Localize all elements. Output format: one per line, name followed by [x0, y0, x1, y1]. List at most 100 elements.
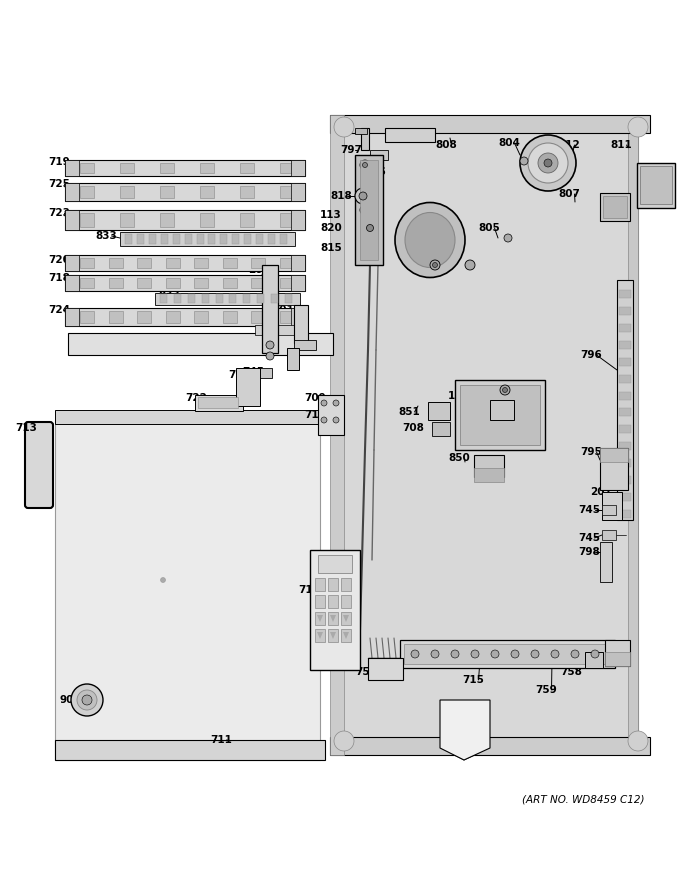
Bar — [619, 425, 631, 433]
Bar — [244, 234, 251, 244]
Bar — [195, 395, 243, 411]
Bar — [294, 340, 316, 350]
Polygon shape — [440, 700, 490, 760]
Bar — [602, 492, 622, 520]
Bar — [328, 578, 338, 591]
Bar — [328, 612, 338, 625]
Text: 724: 724 — [48, 305, 70, 315]
Text: 745: 745 — [578, 505, 600, 515]
Bar — [166, 311, 180, 323]
Text: 716: 716 — [304, 410, 326, 420]
Bar — [65, 160, 79, 176]
Circle shape — [431, 650, 439, 658]
Bar — [619, 476, 631, 484]
Bar — [605, 652, 630, 666]
Circle shape — [591, 650, 599, 658]
Bar — [355, 155, 383, 265]
Circle shape — [551, 650, 559, 658]
Bar — [460, 385, 540, 445]
Bar — [200, 163, 214, 173]
Polygon shape — [343, 615, 349, 622]
Bar — [65, 183, 79, 201]
Bar — [255, 325, 305, 335]
Text: 812: 812 — [558, 140, 580, 150]
Bar — [285, 294, 292, 303]
Bar — [233, 234, 239, 244]
Bar — [65, 308, 79, 326]
Circle shape — [571, 650, 579, 658]
Text: 799: 799 — [228, 370, 250, 380]
Text: 113: 113 — [448, 391, 470, 401]
Bar — [455, 380, 545, 450]
Polygon shape — [317, 632, 323, 639]
Text: 815: 815 — [320, 243, 342, 253]
Bar — [200, 213, 214, 227]
Text: 719: 719 — [48, 157, 70, 167]
Bar — [603, 196, 627, 218]
Bar — [40, 405, 335, 765]
Text: 820: 820 — [320, 223, 342, 233]
Bar — [404, 644, 611, 664]
Circle shape — [491, 650, 499, 658]
Text: 807: 807 — [558, 189, 580, 199]
Bar — [280, 163, 294, 173]
Bar — [474, 468, 504, 482]
Text: 725: 725 — [48, 179, 70, 189]
Circle shape — [628, 117, 648, 137]
Bar — [637, 163, 675, 208]
Circle shape — [355, 188, 371, 204]
Polygon shape — [330, 632, 336, 639]
Circle shape — [321, 400, 327, 406]
Bar — [640, 166, 672, 204]
Text: 804: 804 — [498, 138, 520, 148]
Text: 711: 711 — [210, 735, 232, 745]
Text: 850: 850 — [448, 453, 470, 463]
Bar — [68, 333, 333, 355]
Bar — [262, 265, 278, 353]
Bar — [252, 258, 265, 268]
Bar — [361, 128, 369, 150]
Circle shape — [266, 352, 274, 360]
Bar — [120, 186, 134, 198]
Bar — [294, 305, 308, 343]
Circle shape — [321, 417, 327, 423]
Bar — [160, 163, 174, 173]
Bar — [174, 294, 181, 303]
Bar — [432, 422, 450, 436]
Bar — [166, 258, 180, 268]
Circle shape — [77, 690, 97, 710]
Bar — [490, 400, 514, 420]
Bar — [120, 213, 134, 227]
Circle shape — [451, 650, 459, 658]
Text: 813: 813 — [465, 407, 487, 417]
Bar — [229, 294, 237, 303]
Bar — [240, 163, 254, 173]
Circle shape — [500, 385, 510, 395]
Circle shape — [531, 650, 539, 658]
Bar — [80, 258, 94, 268]
Bar — [65, 160, 305, 176]
Bar — [619, 408, 631, 416]
Bar — [257, 294, 265, 303]
Bar — [617, 280, 633, 520]
Bar — [318, 395, 344, 435]
Circle shape — [411, 650, 419, 658]
Circle shape — [544, 159, 552, 167]
Circle shape — [363, 221, 377, 235]
Text: 753: 753 — [355, 667, 377, 677]
Bar — [188, 294, 194, 303]
Bar — [619, 510, 631, 518]
Bar — [287, 348, 299, 370]
Text: 709: 709 — [140, 335, 162, 345]
Bar — [194, 278, 208, 288]
Circle shape — [430, 260, 440, 270]
Text: 709: 709 — [304, 393, 326, 403]
Text: 805: 805 — [478, 223, 500, 233]
Bar — [291, 275, 305, 291]
Bar — [149, 234, 156, 244]
Bar — [252, 311, 265, 323]
Circle shape — [359, 192, 367, 200]
Circle shape — [520, 157, 528, 165]
Text: 745: 745 — [276, 347, 298, 357]
Circle shape — [333, 400, 339, 406]
